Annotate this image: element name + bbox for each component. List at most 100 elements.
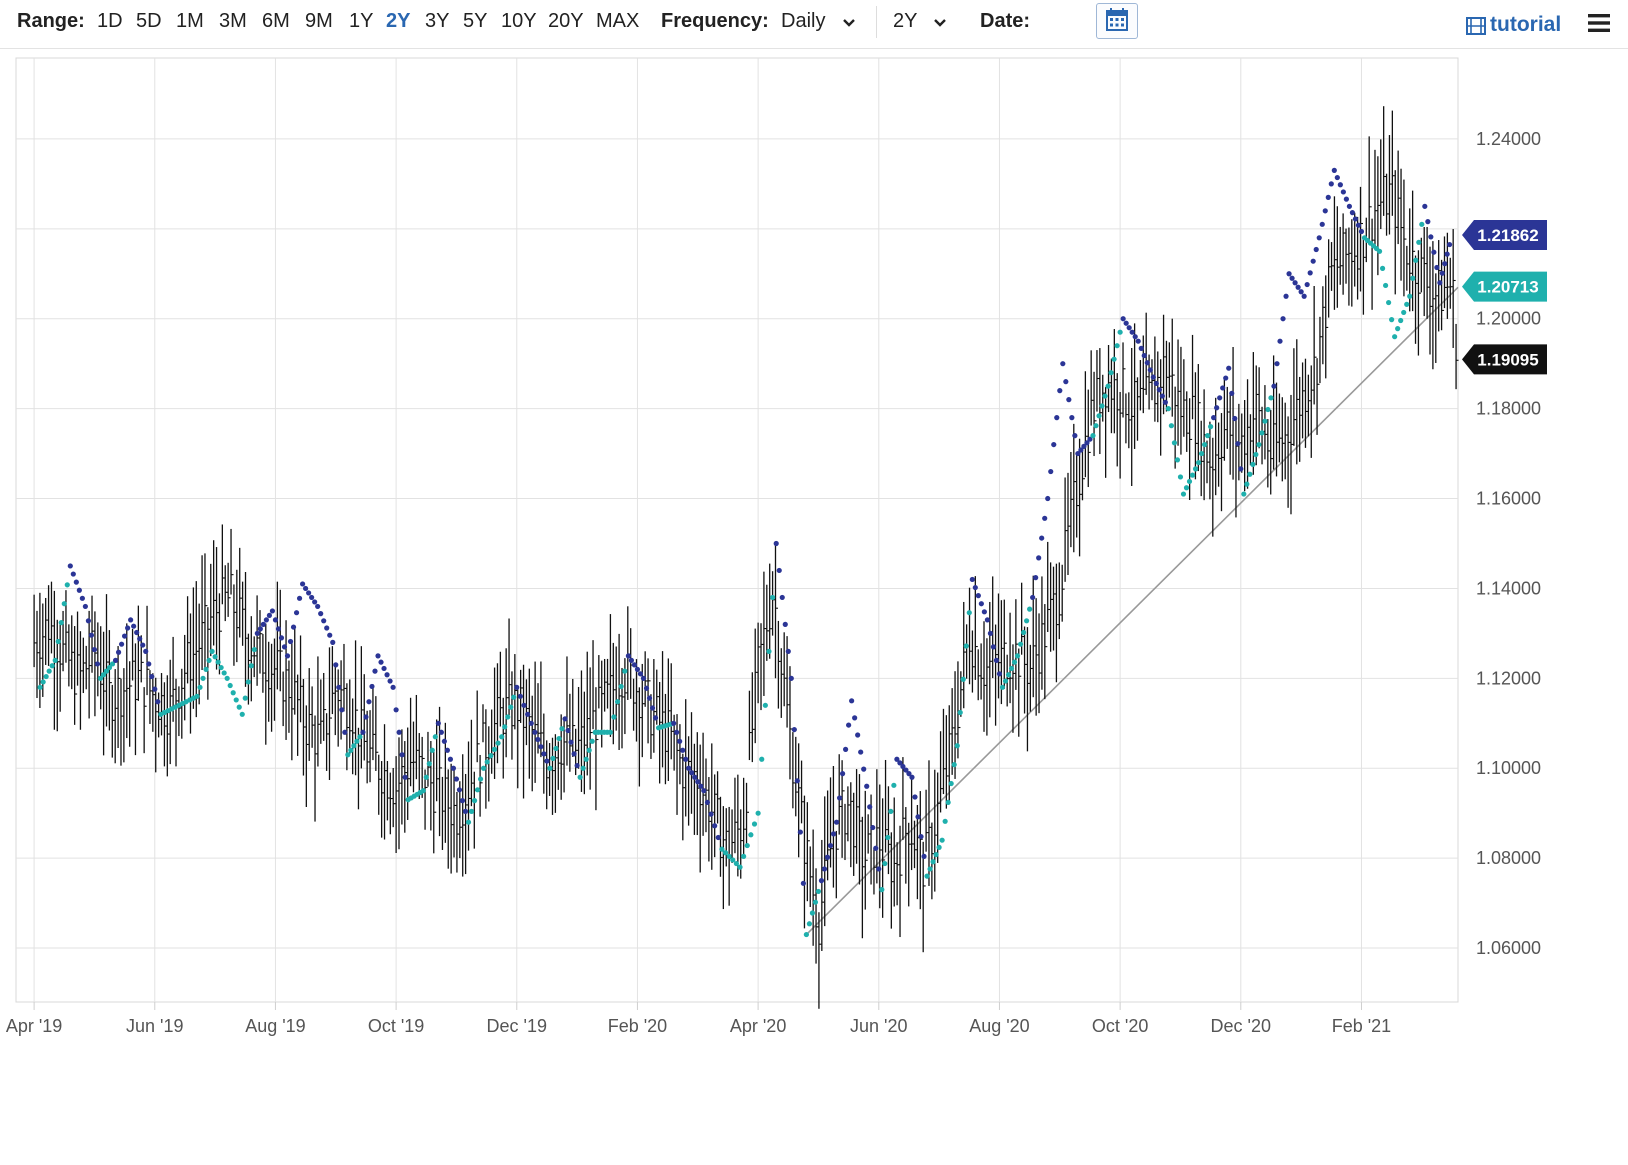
sar-dot bbox=[348, 747, 354, 753]
sar-dot bbox=[1319, 221, 1325, 227]
sar-dot bbox=[263, 617, 269, 623]
sar-dot bbox=[535, 736, 541, 743]
sar-dot bbox=[402, 774, 408, 780]
sar-dot bbox=[1247, 471, 1253, 477]
sar-dot bbox=[390, 684, 396, 690]
sar-dot bbox=[209, 648, 215, 654]
sar-dot bbox=[1401, 309, 1407, 316]
sar-dot bbox=[1274, 361, 1280, 367]
sar-dot bbox=[906, 771, 912, 777]
tutorial-link[interactable]: tutorial bbox=[1490, 13, 1562, 36]
frequency-select[interactable]: Daily bbox=[781, 10, 826, 32]
price-bars bbox=[33, 106, 1459, 1009]
sar-dot bbox=[61, 601, 67, 607]
sar-dot bbox=[85, 618, 92, 624]
sar-dot bbox=[1358, 228, 1365, 235]
range-button-max[interactable]: MAX bbox=[596, 10, 640, 32]
range-button-10y[interactable]: 10Y bbox=[501, 10, 537, 32]
sar-dot bbox=[680, 747, 686, 753]
sar-dot bbox=[652, 715, 659, 721]
sar-dot bbox=[978, 601, 984, 607]
sar-dot bbox=[1057, 388, 1063, 394]
range-button-1m[interactable]: 1M bbox=[176, 10, 204, 32]
sar-dot bbox=[541, 751, 547, 757]
sar-dot bbox=[715, 834, 721, 841]
sar-dot bbox=[894, 756, 900, 762]
range-button-9m[interactable]: 9M bbox=[305, 10, 333, 32]
sar-dot bbox=[1334, 174, 1340, 181]
sar-dot bbox=[468, 808, 475, 815]
plot-border bbox=[15, 57, 1459, 1003]
sar-dot bbox=[149, 673, 155, 680]
sar-dot bbox=[94, 661, 101, 667]
sar-dot bbox=[712, 823, 718, 829]
range-button-1y[interactable]: 1Y bbox=[349, 10, 374, 32]
sar-dot bbox=[1045, 495, 1051, 502]
price-chart[interactable]: 1.06000 1.08000 1.10000 1.12000 1.14000 1.160… bbox=[0, 48, 1628, 1165]
sar-dot bbox=[420, 788, 426, 794]
sar-dot bbox=[544, 758, 550, 764]
range-button-3y[interactable]: 3Y bbox=[425, 10, 450, 32]
sar-dot bbox=[55, 638, 61, 645]
sar-dot bbox=[1355, 222, 1362, 228]
range-label: Range: bbox=[17, 10, 85, 32]
sar-dot bbox=[1195, 459, 1202, 466]
y-tick-label: 1.16000 bbox=[1476, 489, 1541, 509]
sar-dot bbox=[903, 767, 909, 773]
sar-dot bbox=[1174, 457, 1181, 463]
range-button-3m[interactable]: 3M bbox=[219, 10, 247, 32]
sar-dot bbox=[649, 705, 656, 711]
sar-dot bbox=[1434, 264, 1440, 271]
sar-dot bbox=[1422, 203, 1428, 209]
hamburger-menu-icon[interactable] bbox=[1588, 13, 1610, 33]
sar-dot bbox=[1244, 481, 1250, 487]
sar-dot bbox=[852, 715, 858, 721]
sar-dot bbox=[885, 834, 891, 841]
price-badge: 1.19095 bbox=[1462, 344, 1547, 375]
sar-dot bbox=[1205, 433, 1211, 439]
sar-dot bbox=[508, 704, 514, 710]
sar-dot bbox=[833, 819, 840, 825]
chevron-down-icon[interactable] bbox=[933, 16, 947, 30]
period-select[interactable]: 2Y bbox=[893, 10, 918, 32]
sar-dot bbox=[1189, 472, 1196, 478]
sar-dot bbox=[88, 632, 95, 638]
date-picker-button[interactable] bbox=[1096, 3, 1138, 39]
sar-dot bbox=[1337, 182, 1343, 188]
sar-dot bbox=[118, 641, 125, 647]
range-button-1d[interactable]: 1D bbox=[97, 10, 123, 32]
sar-dot bbox=[1005, 672, 1012, 678]
sar-dot bbox=[1033, 575, 1039, 581]
range-button-5y[interactable]: 5Y bbox=[463, 10, 488, 32]
range-button-20y[interactable]: 20Y bbox=[548, 10, 584, 32]
y-tick-label: 1.20000 bbox=[1476, 309, 1541, 329]
sar-dot bbox=[873, 845, 879, 851]
range-button-6m[interactable]: 6M bbox=[262, 10, 290, 32]
y-tick-label: 1.12000 bbox=[1476, 668, 1541, 688]
sar-dot bbox=[1389, 317, 1395, 323]
sar-dot bbox=[1238, 466, 1244, 472]
sar-dot bbox=[1404, 301, 1410, 307]
sar-dot bbox=[1105, 383, 1111, 389]
sar-dot bbox=[254, 630, 260, 636]
film-icon[interactable] bbox=[1466, 17, 1486, 35]
range-button-5d[interactable]: 5D bbox=[136, 10, 162, 32]
sar-dot bbox=[1331, 167, 1337, 173]
sar-dot bbox=[1102, 393, 1108, 399]
range-button-2y[interactable]: 2Y bbox=[386, 10, 411, 32]
sar-dot bbox=[586, 747, 592, 753]
sar-dot bbox=[1141, 352, 1147, 359]
sar-dot bbox=[429, 747, 435, 753]
chevron-down-icon[interactable] bbox=[842, 16, 856, 30]
sar-dot bbox=[1090, 433, 1096, 439]
sar-dot bbox=[559, 726, 565, 732]
sar-dot bbox=[553, 745, 559, 752]
sar-dot bbox=[963, 643, 969, 649]
divider bbox=[876, 6, 877, 38]
sar-dot bbox=[1084, 440, 1090, 446]
sar-dot bbox=[1301, 293, 1307, 299]
sar-dot bbox=[1002, 678, 1009, 684]
sar-dot bbox=[900, 763, 906, 770]
sar-dot bbox=[103, 668, 110, 674]
sar-dot bbox=[733, 860, 739, 867]
